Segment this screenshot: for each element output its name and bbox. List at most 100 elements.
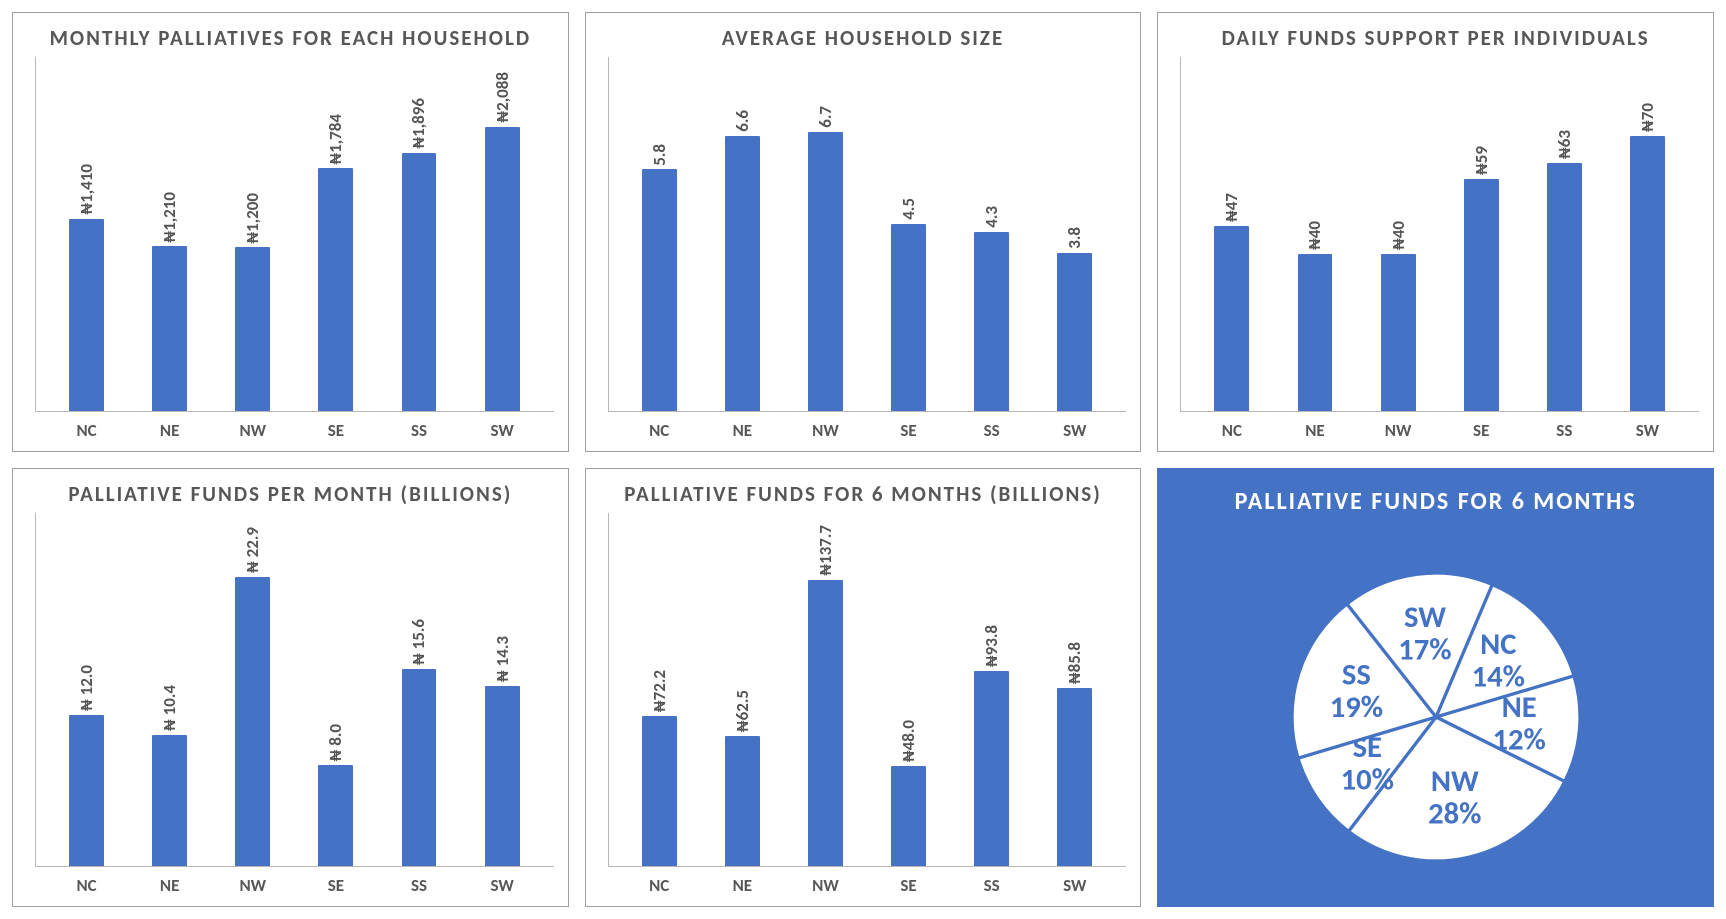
bar-col: ₦1,784 (294, 57, 377, 410)
bar-col: ₦70 (1606, 57, 1689, 410)
bar-value-label: ₦93.8 (981, 625, 1002, 667)
bar-col: ₦1,210 (128, 57, 211, 410)
bar-col: ₦ 14.3 (461, 513, 544, 866)
bar-value-label: ₦59 (1471, 146, 1492, 175)
bar (152, 246, 187, 410)
bar-value-label: ₦48.0 (898, 720, 919, 762)
chart-panel-monthly-palliatives: MONTHLY PALLIATIVES FOR EACH HOUSEHOLD ₦… (12, 12, 569, 452)
bar (402, 153, 437, 411)
x-axis-label: SE (867, 420, 950, 441)
bar-col: 3.8 (1033, 57, 1116, 410)
bar (152, 735, 187, 866)
x-axis-label: SE (294, 420, 377, 441)
bar-value-label: ₦40 (1388, 221, 1409, 250)
bar (485, 686, 520, 866)
bar (974, 671, 1009, 866)
bar-value-label: 5.8 (649, 144, 670, 166)
x-axis-label: NC (618, 420, 701, 441)
x-axis-label: SS (377, 875, 460, 896)
bar-value-label: 4.3 (981, 206, 1002, 228)
bar-col: 5.8 (618, 57, 701, 410)
bar-col: ₦ 22.9 (211, 513, 294, 866)
x-axis-labels: NCNENWSESSSW (1180, 420, 1699, 441)
bar (1464, 179, 1499, 411)
bar-value-label: 6.7 (815, 106, 836, 128)
pie-panel-funds-6months: PALLIATIVE FUNDS FOR 6 MONTHS NC14%NE12%… (1157, 468, 1714, 908)
bar-col: ₦ 15.6 (377, 513, 460, 866)
x-axis-label: NW (784, 420, 867, 441)
bar-value-label: ₦47 (1221, 193, 1242, 222)
bars-region: ₦47 ₦40 ₦40 ₦59 ₦63 ₦70 (1180, 57, 1699, 411)
bar (69, 219, 104, 411)
bar (235, 247, 270, 410)
chart-panel-daily-funds: DAILY FUNDS SUPPORT PER INDIVIDUALS ₦47₦… (1157, 12, 1714, 452)
bar (485, 127, 520, 411)
bar (1057, 253, 1092, 411)
x-axis-label: SW (1606, 420, 1689, 441)
pie-title: PALLIATIVE FUNDS FOR 6 MONTHS (1172, 487, 1699, 517)
bar-value-label: ₦1,784 (325, 114, 346, 165)
bar (1630, 136, 1665, 411)
bar-col: ₦ 12.0 (45, 513, 128, 866)
bars-region: ₦1,410 ₦1,210 ₦1,200 ₦1,784 ₦1,896 ₦2,088 (35, 57, 554, 411)
bar-col: ₦ 10.4 (128, 513, 211, 866)
chart-title: PALLIATIVE FUNDS FOR 6 MONTHS (BILLIONS) (600, 481, 1127, 507)
bar-value-label: ₦63 (1554, 130, 1575, 159)
x-axis-label: SS (950, 875, 1033, 896)
pie-chart: NC14%NE12%NW28%SE10%SS19%SW17% (1256, 528, 1616, 888)
bar (642, 169, 677, 410)
dashboard-grid: MONTHLY PALLIATIVES FOR EACH HOUSEHOLD ₦… (12, 12, 1714, 907)
x-axis-label: NE (701, 875, 784, 896)
bar (974, 232, 1009, 411)
bar-col: ₦40 (1273, 57, 1356, 410)
chart-area: ₦47 ₦40 ₦40 ₦59 ₦63 ₦70 NCNENWSESSSW (1172, 57, 1699, 440)
bar (318, 765, 353, 866)
bar (402, 669, 437, 866)
bar-col: 6.7 (784, 57, 867, 410)
bar-value-label: ₦2,088 (492, 72, 513, 123)
x-axis-labels: NCNENWSESSSW (35, 420, 554, 441)
bar-col: ₦85.8 (1033, 513, 1116, 866)
bar-col: ₦47 (1190, 57, 1273, 410)
bar-value-label: ₦85.8 (1064, 642, 1085, 684)
x-axis-labels: NCNENWSESSSW (35, 875, 554, 896)
bar (891, 224, 926, 411)
bar-value-label: ₦ 8.0 (325, 724, 346, 761)
bar (725, 136, 760, 410)
bar-value-label: ₦1,210 (159, 192, 180, 243)
y-axis (608, 513, 609, 866)
bar-col: ₦93.8 (950, 513, 1033, 866)
bar (808, 580, 843, 866)
x-axis-label: SW (461, 420, 544, 441)
chart-title: AVERAGE HOUSEHOLD SIZE (600, 25, 1127, 51)
x-axis-label: SS (1523, 420, 1606, 441)
chart-panel-funds-6months: PALLIATIVE FUNDS FOR 6 MONTHS (BILLIONS)… (585, 468, 1142, 908)
bar-value-label: ₦137.7 (815, 525, 836, 576)
bar-value-label: ₦1,410 (76, 164, 97, 215)
bar-col: ₦63 (1523, 57, 1606, 410)
chart-area: ₦72.2 ₦62.5 ₦137.7 ₦48.0 ₦93.8 ₦85.8 NCNENWSE… (600, 513, 1127, 896)
bar-value-label: 3.8 (1064, 227, 1085, 249)
bar-value-label: 6.6 (732, 110, 753, 132)
bar-col: 4.3 (950, 57, 1033, 410)
bar-value-label: ₦ 15.6 (408, 619, 429, 665)
x-axis-label: NC (45, 420, 128, 441)
x-axis-label: NE (128, 420, 211, 441)
x-axis-label: NC (1190, 420, 1273, 441)
bar-col: ₦2,088 (461, 57, 544, 410)
x-axis-label: SE (867, 875, 950, 896)
bar-value-label: ₦72.2 (649, 670, 670, 712)
bar-value-label: ₦1,896 (408, 98, 429, 149)
chart-area: ₦ 12.0 ₦ 10.4₦ 22.9 ₦ 8.0 ₦ 15.6 ₦ 14.3 NCNE… (27, 513, 554, 896)
bar-col: ₦137.7 (784, 513, 867, 866)
bar (318, 168, 353, 410)
chart-area: 5.86.66.74.54.33.8 NCNENWSESSSW (600, 57, 1127, 440)
bar (808, 132, 843, 410)
x-axis-labels: NCNENWSESSSW (608, 875, 1127, 896)
bar-value-label: ₦ 12.0 (76, 665, 97, 711)
bar (69, 715, 104, 866)
bar-value-label: ₦1,200 (242, 193, 263, 244)
x-axis-label: NW (211, 875, 294, 896)
x-axis-label: NE (701, 420, 784, 441)
bar-col: ₦62.5 (701, 513, 784, 866)
